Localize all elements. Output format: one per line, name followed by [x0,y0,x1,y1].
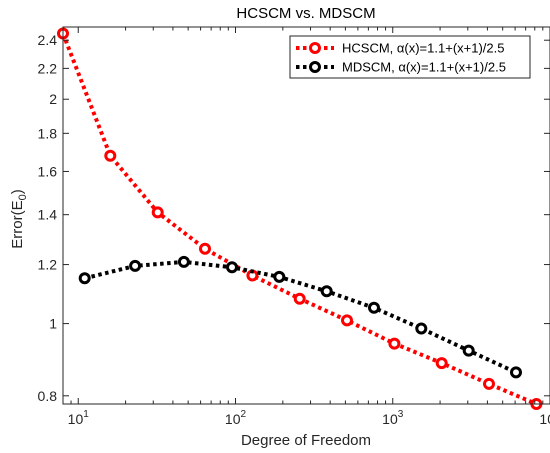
y-axis-title-main: Error(E [9,200,26,248]
axes: 1011021031040.811.21.41.61.822.22.4 [38,26,550,427]
x-tick-base: 10 [225,411,241,427]
y-tick-label: 1.2 [38,257,58,273]
data-point [151,206,164,219]
x-tick-label: 103 [382,409,404,427]
chart-title: HCSCM vs. MDSCM [236,5,375,22]
data-point [226,261,238,274]
x-tick-base: 10 [539,411,550,427]
y-tick-label: 2.4 [38,32,58,48]
y-tick-label: 1.4 [38,207,58,223]
data-point [415,322,428,335]
data-point [104,149,117,162]
data-point [510,366,522,379]
data-point [388,337,401,350]
data-point [320,285,333,298]
x-tick-exponent: 3 [398,409,404,420]
y-axis-title: Error(E0) [9,189,29,248]
legend-swatch-marker [309,61,321,73]
y-tick-label: 2.2 [38,60,58,76]
y-tick-label: 2 [49,91,57,107]
legend-box [289,35,531,79]
data-point [199,242,211,255]
x-tick-label: 104 [539,409,550,427]
series-2 [78,255,522,379]
y-tick-label: 0.8 [38,388,58,404]
data-point [177,255,190,268]
x-tick-exponent: 2 [241,409,247,420]
x-tick-label: 101 [68,409,90,427]
legend-label: MDSCM, α(x)=1.1+(x+1)/2.5 [342,60,506,75]
x-tick-base: 10 [68,411,84,427]
y-tick-label: 1 [49,316,57,332]
legend-label: HCSCM, α(x)=1.1+(x+1)/2.5 [342,41,504,56]
data-point [78,272,91,285]
data-point [483,377,495,390]
data-point [129,259,142,272]
legend: HCSCM, α(x)=1.1+(x+1)/2.5 MDSCM, α(x)=1.1… [289,35,531,79]
legend-entry-1: HCSCM, α(x)=1.1+(x+1)/2.5 [296,41,504,56]
y-tick-label: 1.8 [38,125,58,141]
legend-entry-2: MDSCM, α(x)=1.1+(x+1)/2.5 [296,60,506,75]
data-point [273,270,286,283]
x-tick-label: 102 [225,409,247,427]
y-axis-title-close: ) [9,189,26,194]
data-point [368,301,380,314]
data-point [435,357,448,370]
axes-box [62,26,550,405]
x-tick-exponent: 1 [83,409,89,420]
x-axis-title: Degree of Freedom [241,432,371,449]
series-1 [57,27,543,410]
data-point [341,314,353,327]
y-axis-title-subscript: 0 [17,194,29,200]
data-point [462,344,475,357]
plot-area [57,27,543,410]
data-point [293,292,306,305]
y-tick-label: 1.6 [38,163,58,179]
x-tick-base: 10 [382,411,398,427]
legend-swatch-marker [309,42,321,54]
